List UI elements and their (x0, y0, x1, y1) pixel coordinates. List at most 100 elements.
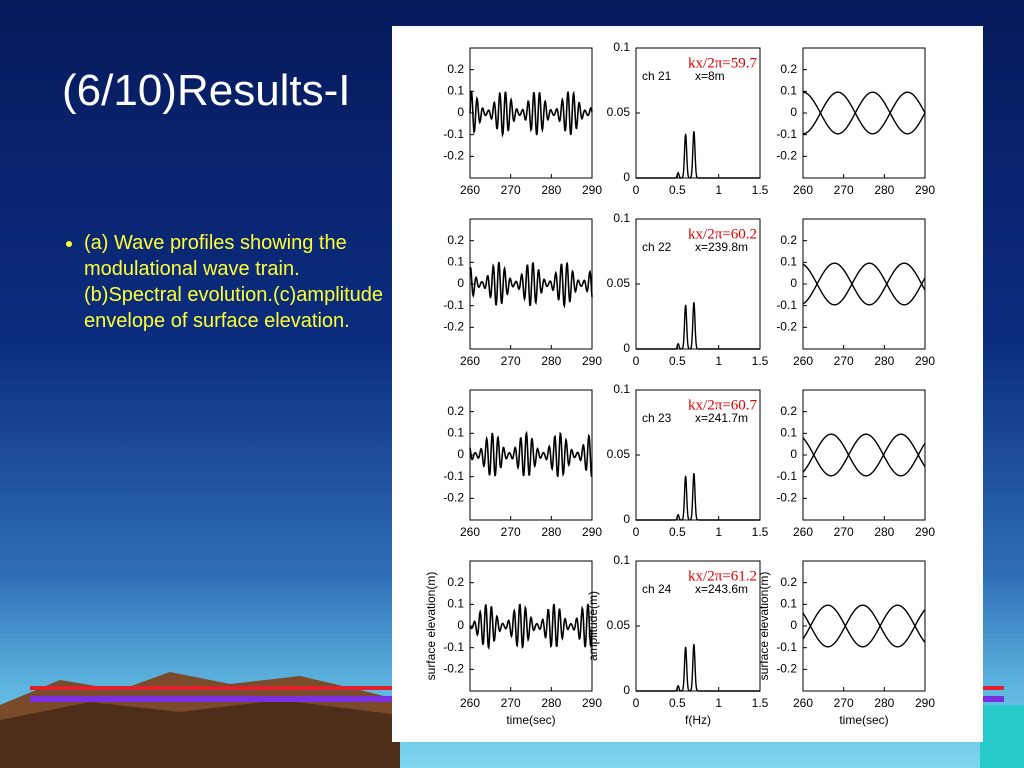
x-tick-label: 1.5 (752, 696, 769, 710)
y-tick-label: -0.1 (443, 127, 464, 141)
trace (802, 604, 926, 648)
y-tick-label: -0.1 (776, 640, 797, 654)
y-tick-label: -0.2 (443, 149, 464, 163)
y-tick-label: 0.1 (613, 211, 630, 225)
trace (469, 90, 593, 138)
x-tick-label: 280 (874, 696, 894, 710)
y-tick-label: 0.2 (447, 233, 464, 247)
x-tick-label: 0 (633, 354, 640, 368)
trace (802, 91, 926, 135)
trace (802, 604, 926, 648)
annotation: kx/2π=61.2 (688, 568, 757, 584)
annotation: kx/2π=60.2 (688, 226, 757, 242)
y-tick-label: 0.1 (447, 597, 464, 611)
x-tick-label: 0.5 (669, 183, 686, 197)
trace (802, 262, 926, 306)
y-tick-label: -0.1 (776, 127, 797, 141)
y-tick-label: 0.2 (447, 575, 464, 589)
y-tick-label: 0.2 (447, 404, 464, 418)
x-tick-label: 260 (460, 696, 480, 710)
y-tick-label: -0.2 (776, 149, 797, 163)
trace (802, 91, 926, 135)
y-tick-label: 0.1 (447, 84, 464, 98)
trace (802, 433, 926, 477)
trace (469, 603, 593, 651)
y-axis-label: surface elevation(m) (424, 572, 438, 681)
x-tick-label: 1 (715, 354, 722, 368)
y-tick-label: 0.1 (613, 553, 630, 567)
position-label: x=241.7m (695, 411, 748, 425)
mountains-front (0, 700, 400, 768)
y-tick-label: 0 (457, 447, 464, 461)
y-tick-label: 0 (623, 170, 630, 184)
y-tick-label: 0 (790, 105, 797, 119)
y-tick-label: 0 (623, 683, 630, 697)
y-tick-label: -0.1 (776, 298, 797, 312)
y-tick-label: 0.05 (607, 105, 631, 119)
x-tick-label: 260 (460, 525, 480, 539)
y-tick-label: 0 (790, 618, 797, 632)
x-tick-label: 260 (793, 696, 813, 710)
y-tick-label: 0.2 (780, 62, 797, 76)
x-tick-label: 1 (715, 525, 722, 539)
annotation: kx/2π=60.7 (688, 397, 757, 413)
trace (636, 473, 760, 521)
x-tick-label: 260 (793, 525, 813, 539)
y-tick-label: 0.05 (607, 276, 631, 290)
y-tick-label: 0.1 (780, 597, 797, 611)
y-axis-label: surface elevation(m) (757, 572, 771, 681)
y-tick-label: 0 (457, 276, 464, 290)
x-tick-label: 270 (834, 354, 854, 368)
trace (802, 262, 926, 306)
x-tick-label: 280 (541, 525, 561, 539)
x-tick-label: 280 (541, 183, 561, 197)
y-tick-label: -0.2 (443, 320, 464, 334)
x-tick-label: 270 (834, 525, 854, 539)
y-tick-label: 0 (623, 341, 630, 355)
x-tick-label: 0 (633, 696, 640, 710)
y-tick-label: -0.2 (776, 320, 797, 334)
trace (802, 433, 926, 477)
y-tick-label: 0 (790, 447, 797, 461)
x-tick-label: 270 (501, 354, 521, 368)
y-tick-label: 0.1 (447, 426, 464, 440)
y-axis-label: amplitude(m) (586, 591, 600, 661)
y-tick-label: -0.2 (776, 662, 797, 676)
x-tick-label: 290 (582, 183, 602, 197)
x-tick-label: 270 (834, 183, 854, 197)
channel-label: ch 23 (642, 411, 672, 425)
y-tick-label: 0.2 (780, 575, 797, 589)
trace (469, 261, 593, 309)
x-tick-label: 290 (582, 696, 602, 710)
trace (636, 644, 760, 692)
y-tick-label: 0.05 (607, 447, 631, 461)
x-tick-label: 280 (874, 183, 894, 197)
x-tick-label: 270 (501, 525, 521, 539)
x-axis-label: time(sec) (506, 713, 555, 727)
x-tick-label: 290 (915, 696, 935, 710)
trace (636, 302, 760, 350)
y-tick-label: -0.1 (443, 298, 464, 312)
x-tick-label: 290 (915, 525, 935, 539)
y-tick-label: 0.1 (613, 382, 630, 396)
y-tick-label: 0.2 (447, 62, 464, 76)
x-tick-label: 1.5 (752, 354, 769, 368)
y-tick-label: 0.1 (780, 84, 797, 98)
x-tick-label: 1.5 (752, 183, 769, 197)
x-tick-label: 1 (715, 183, 722, 197)
y-tick-label: 0 (623, 512, 630, 526)
x-tick-label: 270 (834, 696, 854, 710)
x-tick-label: 290 (915, 183, 935, 197)
water (980, 705, 1024, 768)
channel-label: ch 22 (642, 240, 672, 254)
y-tick-label: -0.1 (443, 469, 464, 483)
x-axis-label: f(Hz) (685, 713, 711, 727)
position-label: x=243.6m (695, 582, 748, 596)
x-tick-label: 260 (460, 183, 480, 197)
x-tick-label: 1 (715, 696, 722, 710)
y-tick-label: 0.1 (780, 426, 797, 440)
x-tick-label: 0.5 (669, 354, 686, 368)
